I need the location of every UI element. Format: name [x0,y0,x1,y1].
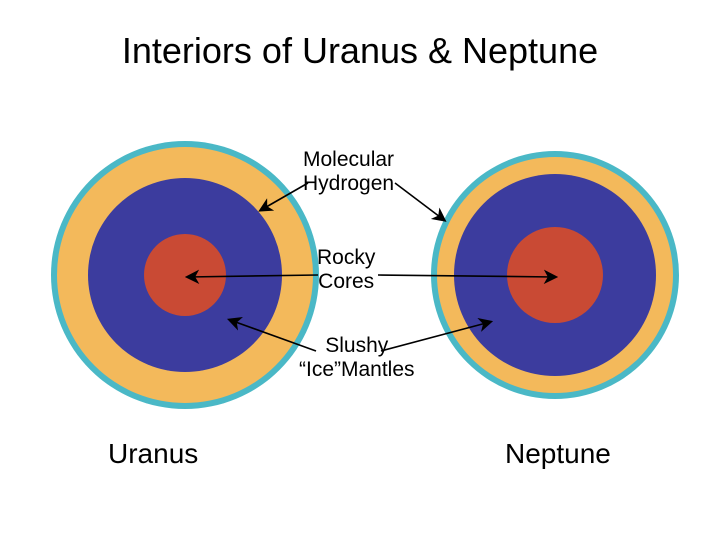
title-text: Interiors of Uranus & Neptune [122,30,598,71]
neptune-name: Neptune [505,438,611,470]
uranus-layer-core [144,234,226,316]
planet-name-text: Neptune [505,438,611,469]
label-molecular-hydrogen: Molecular Hydrogen [303,148,394,196]
arrow-line [395,183,444,220]
label-slushy-ice-mantles: Slushy “Ice”Mantles [299,334,415,382]
planet-name-text: Uranus [108,438,198,469]
uranus-name: Uranus [108,438,198,470]
page-title: Interiors of Uranus & Neptune [0,30,720,72]
label-line: “Ice”Mantles [299,358,415,381]
label-rocky-cores: Rocky Cores [317,246,375,294]
label-line: Hydrogen [303,172,394,195]
label-line: Slushy [325,334,388,357]
label-line: Cores [318,270,374,293]
label-line: Rocky [317,246,375,269]
label-line: Molecular [303,148,394,171]
neptune-layer-core [507,227,603,323]
